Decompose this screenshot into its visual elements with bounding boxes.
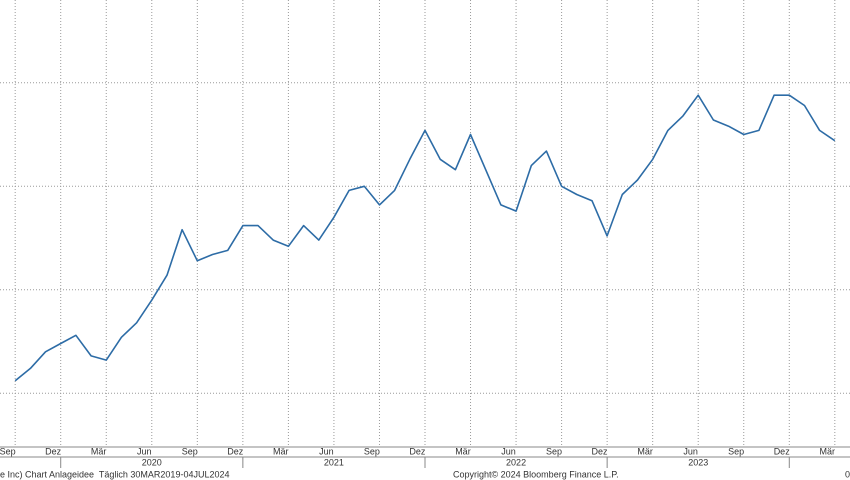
x-tick-label: Mär bbox=[91, 446, 107, 456]
x-tick-label: Dez bbox=[592, 446, 609, 456]
x-tick-label: Jun bbox=[683, 446, 698, 456]
x-tick-label: Dez bbox=[227, 446, 244, 456]
plot bbox=[14, 94, 836, 382]
footer-center: Copyright© 2024 Bloomberg Finance L.P. bbox=[453, 469, 619, 479]
x-tick-label: Mär bbox=[819, 446, 835, 456]
year-label: 2022 bbox=[506, 457, 526, 467]
x-tick-label: Mär bbox=[455, 446, 471, 456]
x-tick-label: Mär bbox=[637, 446, 653, 456]
footer-left: le Inc) Chart Anlageidee Täglich 30MAR20… bbox=[0, 469, 229, 479]
year-label: 2021 bbox=[324, 457, 344, 467]
grid bbox=[0, 0, 850, 447]
x-tick-label: Mär bbox=[273, 446, 289, 456]
x-tick-label: Dez bbox=[409, 446, 426, 456]
price-line bbox=[14, 94, 836, 382]
year-label: 2020 bbox=[142, 457, 162, 467]
x-tick-label: Sep bbox=[364, 446, 380, 456]
x-tick-label: Sep bbox=[728, 446, 744, 456]
x-tick-label: Jun bbox=[319, 446, 334, 456]
x-tick-label: Dez bbox=[45, 446, 62, 456]
year-label: 2023 bbox=[688, 457, 708, 467]
x-axis: Sep Dez Mär Jun Sep Dez Mär Jun Sep Dez Mär Jun Sep D… bbox=[0, 446, 835, 468]
x-tick-label: Dez bbox=[774, 446, 791, 456]
footer-right: 0 bbox=[845, 469, 850, 479]
x-tick-label: Jun bbox=[137, 446, 152, 456]
x-tick-label: Sep bbox=[546, 446, 562, 456]
x-tick-label: Sep bbox=[0, 446, 16, 456]
x-tick-label: Sep bbox=[182, 446, 198, 456]
x-tick-label: Jun bbox=[501, 446, 516, 456]
